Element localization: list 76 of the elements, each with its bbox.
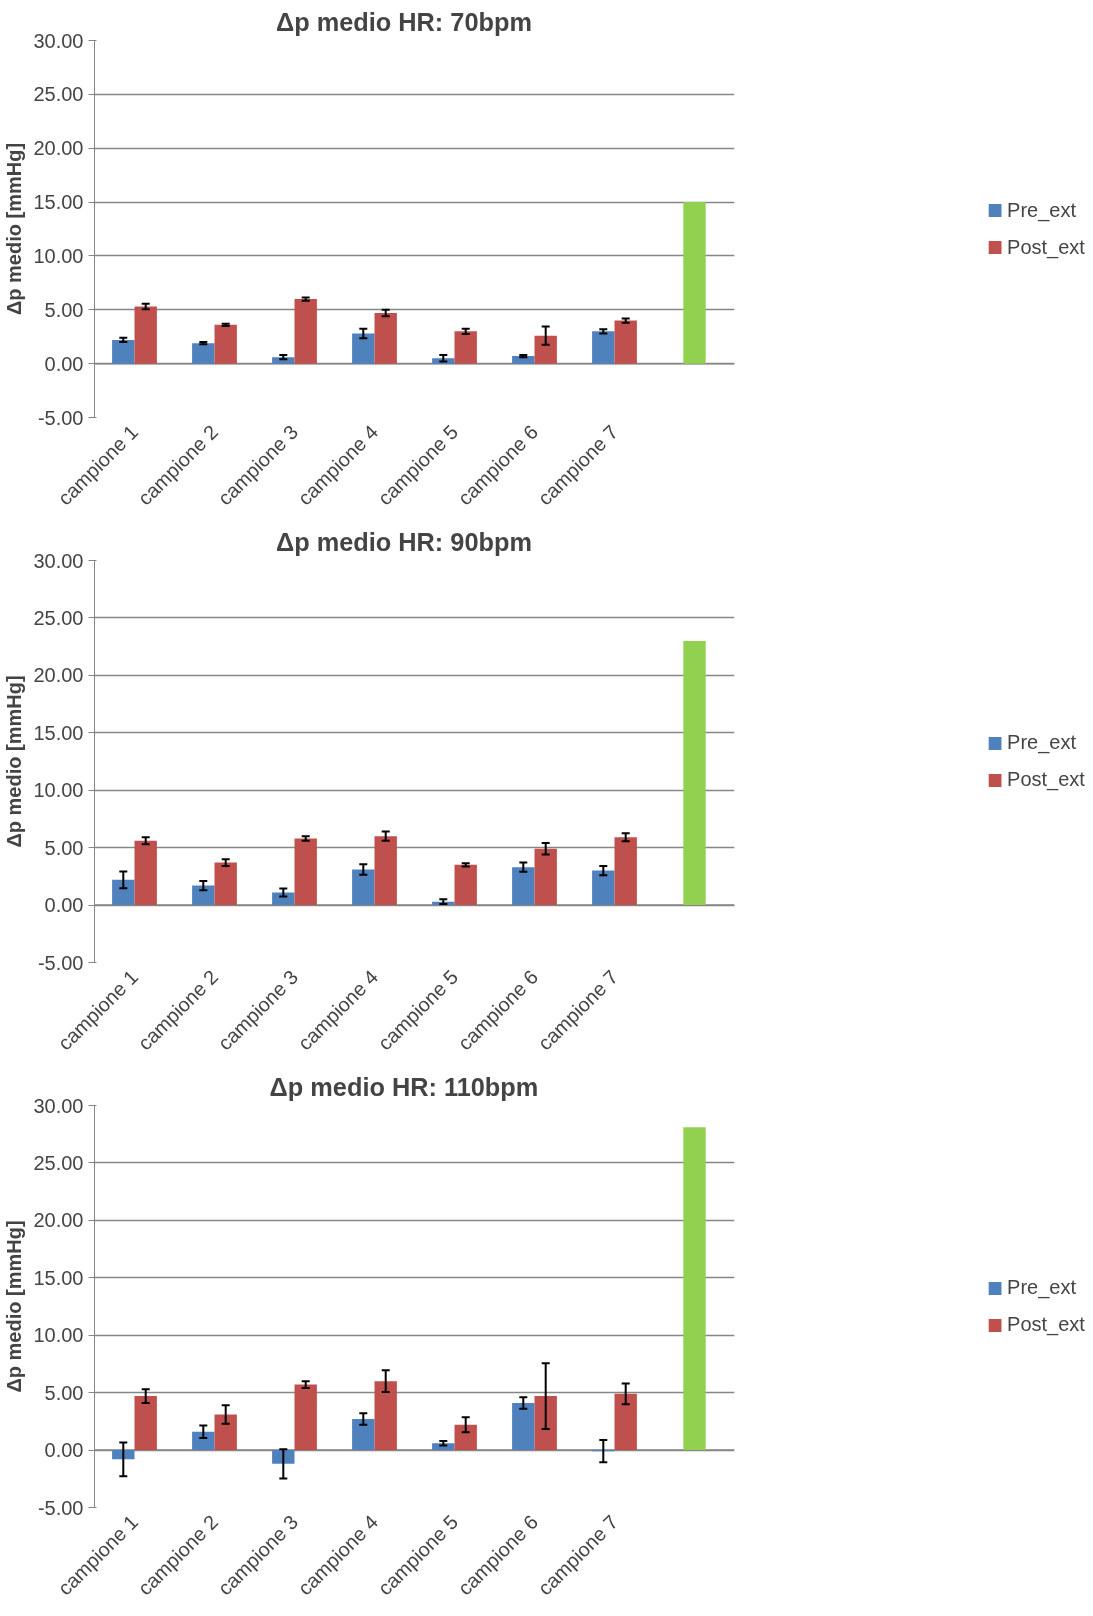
bar (294, 299, 317, 364)
bar (374, 836, 397, 906)
y-tick-label: 0.00 (44, 894, 84, 917)
bar (454, 331, 477, 364)
y-tick-label: 20.00 (33, 664, 84, 687)
bar (352, 869, 375, 906)
bar (214, 862, 237, 906)
y-tick-label: 5.00 (44, 298, 84, 321)
y-tick-label: 25.00 (33, 606, 84, 629)
bar (294, 1384, 317, 1451)
y-tick-label: 5.00 (44, 1381, 84, 1404)
bar (683, 202, 706, 364)
y-tick-label: 5.00 (44, 836, 84, 859)
bar (512, 1402, 535, 1451)
bar (512, 356, 535, 364)
bar (592, 870, 615, 906)
y-tick-label: 25.00 (33, 1151, 84, 1174)
bar (134, 1396, 157, 1451)
bar (534, 1396, 557, 1451)
bar (112, 1450, 135, 1460)
bar (683, 640, 706, 906)
y-tick-label: 20.00 (33, 1209, 84, 1232)
bar (214, 1414, 237, 1451)
bar (192, 1431, 215, 1451)
y-tick-label: 15.00 (33, 191, 84, 214)
bar (614, 837, 637, 906)
legend-label: Pre_ext (1007, 731, 1077, 754)
bar (272, 892, 295, 906)
y-tick-label: -5.00 (37, 951, 84, 974)
y-tick-label: 0.00 (44, 1439, 84, 1462)
bar (214, 324, 237, 364)
bar (614, 320, 637, 364)
bar (352, 1419, 375, 1451)
bar (112, 339, 135, 364)
bar (374, 313, 397, 364)
y-tick-label: 10.00 (33, 1324, 84, 1347)
y-tick-label: 10.00 (33, 244, 84, 267)
bar (294, 838, 317, 906)
y-tick-label: 15.00 (33, 1266, 84, 1289)
chart-title: Δp medio HR: 70bpm (275, 7, 532, 36)
legend-label: Post_ext (1007, 1313, 1085, 1336)
bar (454, 1424, 477, 1451)
legend-label: Pre_ext (1007, 1276, 1077, 1299)
bar (683, 1127, 706, 1451)
bar (192, 343, 215, 364)
legend-label: Post_ext (1007, 768, 1085, 791)
y-tick-label: -5.00 (37, 406, 84, 429)
bar (454, 864, 477, 906)
y-tick-label: 15.00 (33, 721, 84, 744)
y-tick-label: 30.00 (33, 1094, 84, 1117)
bar (272, 1450, 295, 1464)
bar (534, 848, 557, 906)
y-tick-label: -5.00 (37, 1496, 84, 1519)
bar (592, 331, 615, 364)
bar (352, 333, 375, 364)
y-tick-label: 20.00 (33, 137, 84, 160)
bar (534, 335, 557, 364)
legend-label: Pre_ext (1007, 198, 1077, 222)
chart-title: Δp medio HR: 110bpm (269, 1072, 539, 1101)
y-tick-label: 30.00 (33, 549, 84, 572)
bar (134, 306, 157, 364)
y-axis-title: Δp medio [mmHg] (3, 675, 26, 848)
bar (112, 879, 135, 906)
bar (512, 867, 535, 906)
legend-label: Post_ext (1007, 235, 1085, 259)
y-axis-title: Δp medio [mmHg] (3, 1220, 26, 1393)
bar (134, 840, 157, 906)
y-tick-label: 0.00 (44, 352, 84, 375)
chart-title: Δp medio HR: 90bpm (275, 527, 532, 556)
y-tick-label: 25.00 (33, 83, 84, 106)
bar (614, 1393, 637, 1451)
y-tick-label: 30.00 (33, 29, 84, 52)
bar (374, 1381, 397, 1451)
bar (192, 885, 215, 906)
y-tick-label: 10.00 (33, 779, 84, 802)
y-axis-title: Δp medio [mmHg] (3, 142, 26, 316)
